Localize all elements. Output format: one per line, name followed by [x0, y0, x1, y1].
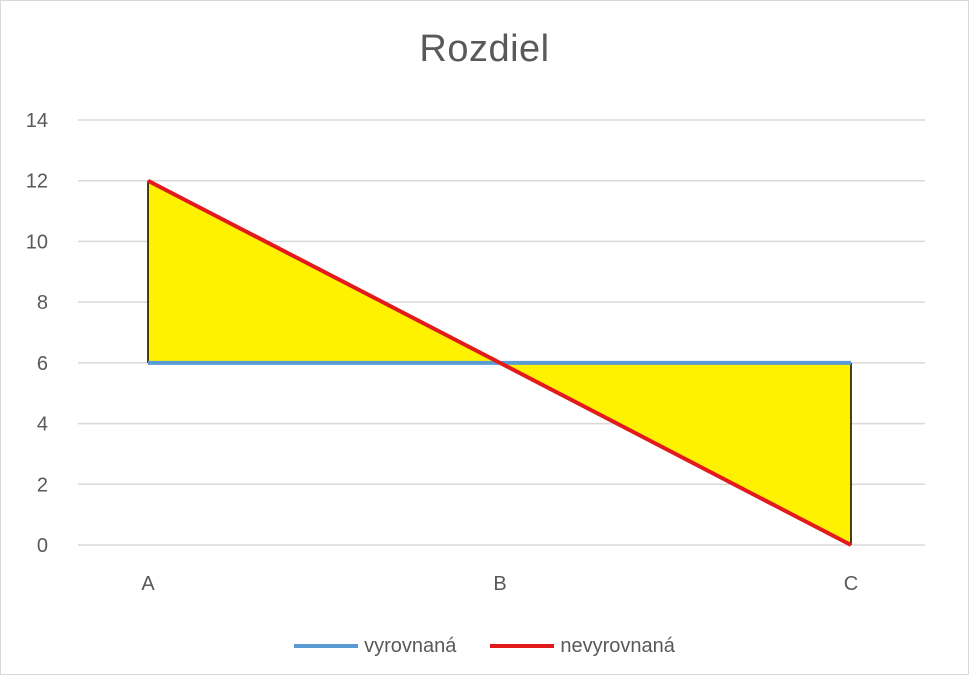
legend: vyrovnaná nevyrovnaná — [0, 630, 969, 662]
y-tick-label-0: 0 — [37, 535, 48, 557]
series-line-nevyrovnana — [147, 178, 852, 547]
y-tick-label-10: 10 — [26, 231, 48, 253]
x-tick-label-a: A — [141, 573, 155, 595]
legend-item-nevyrovnana: nevyrovnaná — [490, 635, 675, 658]
y-tick-label-14: 14 — [26, 110, 48, 132]
x-tick-label-b: B — [493, 573, 506, 595]
legend-swatch-nevyrovnana — [490, 644, 555, 648]
y-tick-label-8: 8 — [37, 292, 48, 314]
y-tick-label-12: 12 — [26, 171, 48, 193]
y-tick-label-2: 2 — [37, 474, 48, 496]
legend-item-vyrovnana: vyrovnaná — [294, 635, 456, 658]
legend-swatch-vyrovnana — [294, 644, 359, 648]
legend-label-vyrovnana: vyrovnaná — [364, 634, 457, 657]
y-tick-label-4: 4 — [37, 414, 48, 436]
y-tick-label-6: 6 — [37, 353, 48, 375]
chart-title: Rozdiel — [419, 28, 550, 70]
x-tick-label-c: C — [844, 573, 858, 595]
legend-label-nevyrovnana: nevyrovnaná — [560, 634, 675, 657]
